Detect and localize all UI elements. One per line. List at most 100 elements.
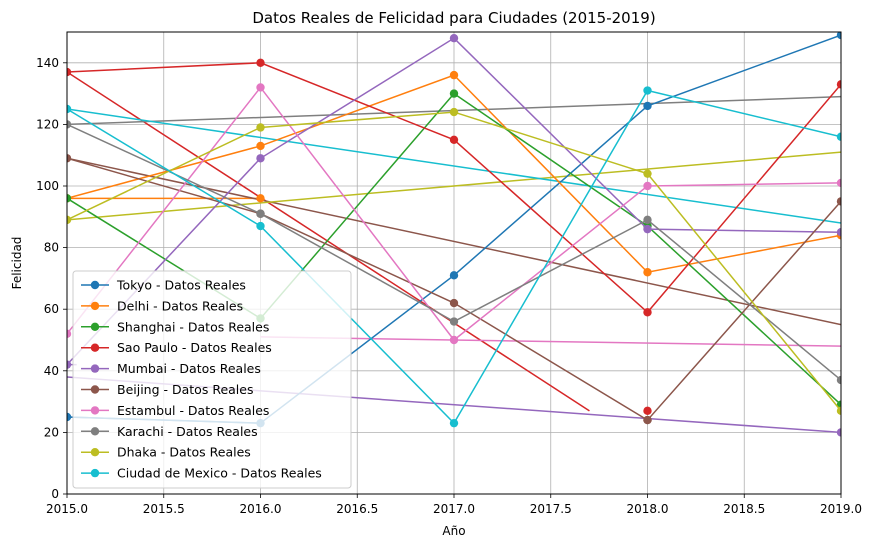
legend-label: Beijing - Datos Reales (117, 382, 253, 397)
data-point (643, 224, 652, 234)
x-tick-label: 2016.0 (240, 502, 282, 516)
extra-line (67, 157, 841, 326)
extra-line (67, 108, 841, 224)
y-tick-label: 100 (36, 179, 59, 193)
data-point (67, 215, 72, 225)
data-point (836, 228, 841, 237)
data-point (449, 70, 459, 80)
data-point (836, 132, 841, 141)
data-point (643, 308, 652, 317)
data-point (67, 154, 72, 163)
series-8 (67, 107, 841, 416)
series-3 (67, 58, 841, 317)
data-point (256, 154, 265, 163)
data-point (643, 268, 652, 277)
y-tick-label: 60 (44, 302, 59, 316)
legend-marker (90, 301, 100, 311)
legend-box (72, 270, 352, 489)
extra-marker (643, 406, 652, 416)
x-tick-label: 2018.0 (627, 502, 669, 516)
series-9 (67, 86, 841, 428)
data-point (67, 329, 72, 339)
data-point (449, 317, 459, 326)
legend-marker (90, 406, 100, 415)
legend-marker (90, 364, 100, 373)
extra-line (67, 71, 590, 412)
legend-label: Estambul - Datos Reales (117, 403, 269, 418)
x-tick-label: 2015.5 (143, 502, 185, 516)
x-tick-label: 2018.5 (723, 502, 765, 516)
x-tick-label: 2017.5 (530, 502, 572, 516)
data-point (449, 33, 459, 43)
data-point (67, 120, 72, 129)
data-point (449, 418, 459, 428)
series-lines (67, 32, 841, 428)
data-point (449, 135, 459, 144)
data-point (449, 298, 459, 308)
data-point (449, 335, 459, 345)
data-point (256, 209, 265, 218)
data-point (836, 197, 841, 206)
data-point (256, 221, 265, 231)
y-axis-ticks: 0 20 40 60 80 100 120 140 (36, 56, 67, 501)
legend-label: Tokyo - Datos Reales (116, 278, 246, 293)
data-point (643, 86, 652, 95)
legend-item: Ciudad de Mexico - Datos Reales (81, 466, 322, 481)
legend-item: Tokyo - Datos Reales (81, 278, 246, 293)
legend-item: Estambul - Datos Reales (81, 403, 269, 418)
y-tick-label: 140 (36, 56, 59, 70)
extra-line (260, 336, 841, 347)
extra-marker (836, 428, 841, 437)
legend-label: Ciudad de Mexico - Datos Reales (117, 466, 322, 481)
data-point (836, 80, 841, 89)
extra-marker (256, 194, 265, 203)
data-point (643, 415, 652, 425)
data-point (643, 181, 652, 191)
data-point (449, 89, 459, 98)
data-point (643, 101, 652, 111)
data-point (256, 141, 265, 151)
y-axis-label: Felicidad (10, 237, 24, 290)
legend-marker (90, 448, 100, 457)
data-point (449, 271, 459, 280)
legend-marker (90, 322, 100, 331)
legend-marker (90, 427, 100, 436)
x-tick-label: 2016.5 (336, 502, 378, 516)
data-point (449, 107, 459, 117)
legend-item: Dhaka - Datos Reales (81, 445, 251, 460)
legend-marker (90, 468, 100, 478)
data-point (643, 169, 652, 178)
data-point (256, 58, 265, 67)
legend-item: Beijing - Datos Reales (81, 382, 253, 397)
legend-item: Mumbai - Datos Reales (81, 361, 261, 376)
legend-label: Shanghai - Datos Reales (117, 319, 269, 334)
legend-label: Delhi - Datos Reales (117, 298, 243, 313)
x-tick-label: 2019.0 (820, 502, 862, 516)
legend-label: Sao Paulo - Datos Reales (117, 340, 272, 355)
legend-label: Karachi - Datos Reales (117, 424, 258, 439)
y-tick-label: 20 (44, 425, 59, 439)
series-7 (67, 120, 841, 385)
series-4 (67, 33, 841, 369)
legend-item: Delhi - Datos Reales (81, 298, 243, 313)
legend-label: Dhaka - Datos Reales (117, 445, 251, 460)
legend-label: Mumbai - Datos Reales (117, 361, 261, 376)
legend-marker (90, 385, 100, 394)
legend-marker (90, 280, 100, 290)
data-point (836, 32, 841, 40)
data-point (836, 406, 841, 416)
legend-item: Karachi - Datos Reales (81, 424, 258, 439)
data-point (256, 83, 265, 92)
x-tick-label: 2015.0 (46, 502, 88, 516)
y-tick-label: 0 (51, 487, 59, 501)
x-tick-label: 2017.0 (433, 502, 475, 516)
y-tick-label: 80 (44, 241, 59, 255)
data-point (836, 375, 841, 385)
data-point (67, 412, 72, 422)
data-point (67, 360, 72, 369)
legend: Tokyo - Datos Reales Delhi - Datos Reales… (72, 270, 352, 489)
extra-line (67, 151, 841, 221)
legend-item: Shanghai - Datos Reales (81, 319, 269, 334)
y-tick-label: 40 (44, 364, 59, 378)
data-point (67, 67, 72, 77)
